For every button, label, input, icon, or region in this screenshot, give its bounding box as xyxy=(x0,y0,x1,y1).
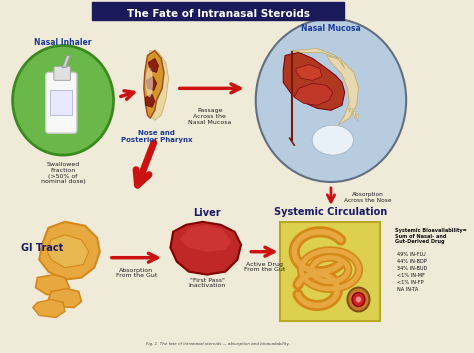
Polygon shape xyxy=(146,76,156,90)
Text: "First Pass"
Inactivation: "First Pass" Inactivation xyxy=(189,277,226,288)
Polygon shape xyxy=(36,275,70,294)
Text: Swallowed
Fraction
(>50% of
nominal dose): Swallowed Fraction (>50% of nominal dose… xyxy=(41,162,85,185)
Text: Active Drug
From the Gut: Active Drug From the Gut xyxy=(244,262,286,273)
Text: 49% IN-FLU
44% IN-BDP
34% IN-BUD
<1% IN-MF
<1% IN-FP
NA IN-TA: 49% IN-FLU 44% IN-BDP 34% IN-BUD <1% IN-… xyxy=(397,252,427,292)
Polygon shape xyxy=(294,83,333,105)
Text: Fig. 1  The fate of intranasal steroids — absorption and bioavailability.: Fig. 1 The fate of intranasal steroids —… xyxy=(146,342,290,346)
Polygon shape xyxy=(144,50,164,118)
Text: Systemic Circulation: Systemic Circulation xyxy=(274,207,388,217)
Polygon shape xyxy=(146,94,155,107)
Polygon shape xyxy=(327,55,358,125)
FancyBboxPatch shape xyxy=(281,222,380,322)
Polygon shape xyxy=(347,105,350,112)
Polygon shape xyxy=(62,55,71,67)
Polygon shape xyxy=(180,225,232,252)
Text: Passage
Across the
Nasal Mucosa: Passage Across the Nasal Mucosa xyxy=(188,108,231,125)
Text: Nasal Mucosa: Nasal Mucosa xyxy=(301,24,361,33)
FancyBboxPatch shape xyxy=(46,72,77,133)
Polygon shape xyxy=(148,59,158,72)
Polygon shape xyxy=(353,111,356,118)
Circle shape xyxy=(352,293,365,306)
Text: Absorption
From the Gut: Absorption From the Gut xyxy=(116,268,157,279)
Text: Nasal Inhaler: Nasal Inhaler xyxy=(34,38,92,47)
Ellipse shape xyxy=(146,67,153,97)
Ellipse shape xyxy=(312,125,354,155)
Polygon shape xyxy=(39,222,100,280)
FancyBboxPatch shape xyxy=(92,2,344,20)
Text: Absorption
Across the Nose: Absorption Across the Nose xyxy=(344,192,392,203)
Polygon shape xyxy=(48,288,82,307)
Polygon shape xyxy=(283,53,345,110)
Polygon shape xyxy=(46,235,89,268)
FancyBboxPatch shape xyxy=(54,66,71,80)
Text: The Fate of Intranasal Steroids: The Fate of Intranasal Steroids xyxy=(127,8,310,19)
Circle shape xyxy=(13,46,114,155)
Circle shape xyxy=(256,19,406,182)
Text: Nose and
Posterior Pharynx: Nose and Posterior Pharynx xyxy=(121,130,192,143)
FancyBboxPatch shape xyxy=(50,90,72,115)
Polygon shape xyxy=(33,299,65,317)
Polygon shape xyxy=(296,65,322,80)
Polygon shape xyxy=(356,114,358,121)
Text: Liver: Liver xyxy=(193,208,221,218)
Polygon shape xyxy=(350,108,353,115)
Polygon shape xyxy=(149,50,169,120)
Text: GI Tract: GI Tract xyxy=(21,243,63,253)
Circle shape xyxy=(347,288,369,311)
Polygon shape xyxy=(292,48,345,68)
Text: Systemic Bioavailability=
Sum of Nasal- and
Gut-Derived Drug: Systemic Bioavailability= Sum of Nasal- … xyxy=(395,228,467,244)
Polygon shape xyxy=(171,222,241,275)
Circle shape xyxy=(356,297,361,303)
